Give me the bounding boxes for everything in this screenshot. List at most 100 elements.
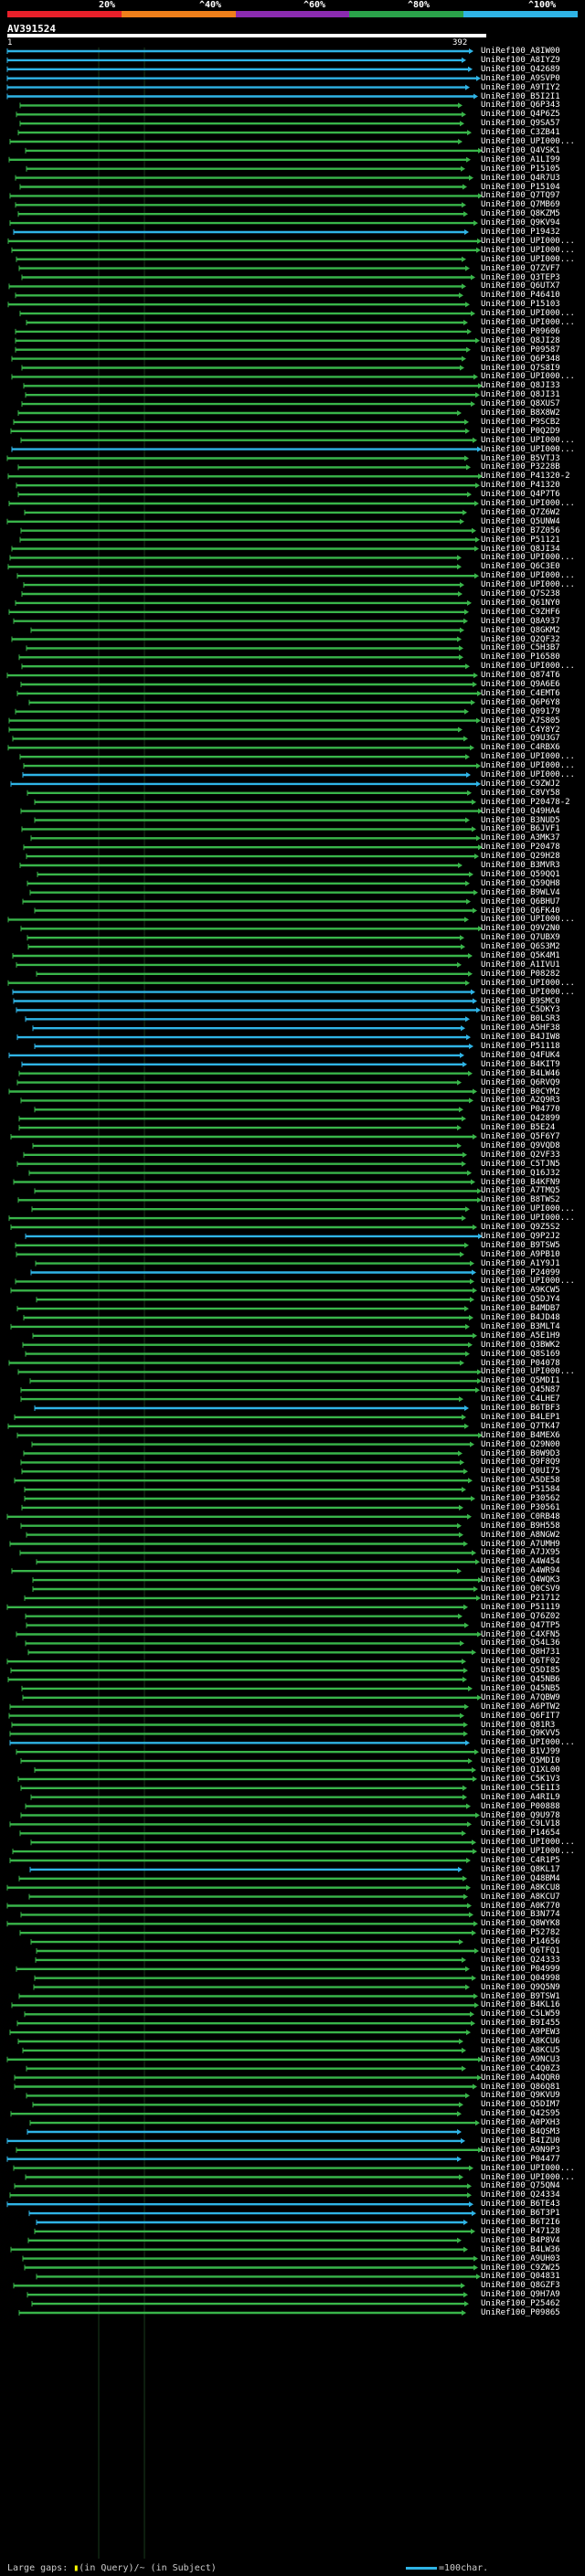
hit-label[interactable]: UniRef100_A4RIL9 bbox=[481, 1792, 560, 1802]
hit-label[interactable]: UniRef100_Q6BHU7 bbox=[481, 896, 560, 906]
hit-label[interactable]: UniRef100_Q24334 bbox=[481, 2190, 560, 2200]
hit-label[interactable]: UniRef100_Q8A937 bbox=[481, 616, 560, 626]
hit-label[interactable]: UniRef100_P30562 bbox=[481, 1494, 560, 1503]
hit-label[interactable]: UniRef100_Q9F8Q9 bbox=[481, 1458, 560, 1468]
hit-label[interactable]: UniRef100_UPI000... bbox=[481, 978, 575, 988]
hit-label[interactable]: UniRef100_Q6RVQ9 bbox=[481, 1077, 560, 1087]
hit-label[interactable]: UniRef100_P51584 bbox=[481, 1485, 560, 1495]
hit-label[interactable]: UniRef100_C4Q0Z3 bbox=[481, 2063, 560, 2073]
hit-label[interactable]: UniRef100_UPI000... bbox=[481, 137, 575, 146]
hit-label[interactable]: UniRef100_Q5DI85 bbox=[481, 1666, 560, 1676]
hit-label[interactable]: UniRef100_Q9Q5N9 bbox=[481, 1982, 560, 1992]
hit-label[interactable]: UniRef100_B4QSM3 bbox=[481, 2127, 560, 2136]
hit-label[interactable]: UniRef100_Q6FK40 bbox=[481, 906, 560, 916]
hit-label[interactable]: UniRef100_Q8GKM2 bbox=[481, 625, 560, 635]
hit-label[interactable]: UniRef100_Q8KZM5 bbox=[481, 209, 560, 219]
hit-label[interactable]: UniRef100_Q45NB5 bbox=[481, 1683, 560, 1693]
hit-label[interactable]: UniRef100_Q9U978 bbox=[481, 1810, 560, 1820]
hit-label[interactable]: UniRef100_Q4FUK4 bbox=[481, 1050, 560, 1060]
hit-label[interactable]: UniRef100_C4XFN5 bbox=[481, 1629, 560, 1639]
hit-label[interactable]: UniRef100_B4LW46 bbox=[481, 1068, 560, 1078]
hit-label[interactable]: UniRef100_C4RBX6 bbox=[481, 743, 560, 753]
hit-label[interactable]: UniRef100_Q7UBX9 bbox=[481, 933, 560, 943]
hit-label[interactable]: UniRef100_A5HF38 bbox=[481, 1023, 560, 1034]
hit-label[interactable]: UniRef100_B9TSW5 bbox=[481, 1240, 560, 1250]
hit-label[interactable]: UniRef100_Q9V2N0 bbox=[481, 924, 560, 934]
hit-label[interactable]: UniRef100_UPI000... bbox=[481, 444, 575, 454]
hit-label[interactable]: UniRef100_B0CYM2 bbox=[481, 1087, 560, 1097]
hit-label[interactable]: UniRef100_A9N9P3 bbox=[481, 2145, 560, 2155]
hit-label[interactable]: UniRef100_Q3TEP3 bbox=[481, 272, 560, 282]
hit-label[interactable]: UniRef100_Q5MDI0 bbox=[481, 1756, 560, 1766]
hit-label[interactable]: UniRef100_P16580 bbox=[481, 652, 560, 663]
hit-label[interactable]: UniRef100_Q5MDI1 bbox=[481, 1376, 560, 1386]
hit-label[interactable]: UniRef100_B4LW36 bbox=[481, 2244, 560, 2254]
hit-label[interactable]: UniRef100_UPI000... bbox=[481, 553, 575, 563]
hit-label[interactable]: UniRef100_Q59QQ1 bbox=[481, 869, 560, 879]
hit-label[interactable]: UniRef100_B9I455 bbox=[481, 2019, 560, 2029]
hit-label[interactable]: UniRef100_Q6P343 bbox=[481, 101, 560, 111]
hit-label[interactable]: UniRef100_UPI000... bbox=[481, 1214, 575, 1224]
hit-label[interactable]: UniRef100_B4P8V4 bbox=[481, 2235, 560, 2245]
hit-label[interactable]: UniRef100_P04078 bbox=[481, 1358, 560, 1368]
hit-label[interactable]: UniRef100_A4QQR0 bbox=[481, 2072, 560, 2083]
hit-label[interactable]: UniRef100_A8NGW2 bbox=[481, 1530, 560, 1540]
hit-label[interactable]: UniRef100_Q5DJY4 bbox=[481, 1295, 560, 1305]
hit-label[interactable]: UniRef100_A2Q9R3 bbox=[481, 1096, 560, 1106]
hit-label[interactable]: UniRef100_B4KL16 bbox=[481, 2000, 560, 2010]
hit-label[interactable]: UniRef100_Q45N87 bbox=[481, 1385, 560, 1395]
hit-label[interactable]: UniRef100_A5DE58 bbox=[481, 1476, 560, 1486]
hit-label[interactable]: UniRef100_A1IVU1 bbox=[481, 959, 560, 970]
hit-label[interactable]: UniRef100_A9KCW5 bbox=[481, 1286, 560, 1296]
hit-label[interactable]: UniRef100_Q2VF33 bbox=[481, 1150, 560, 1160]
hit-label[interactable]: UniRef100_A8KCU6 bbox=[481, 2037, 560, 2046]
hit-label[interactable]: UniRef100_C5E1I3 bbox=[481, 1783, 560, 1793]
hit-label[interactable]: UniRef100_B5I2I1 bbox=[481, 91, 560, 101]
hit-label[interactable]: UniRef100_UPI000... bbox=[481, 1204, 575, 1214]
hit-label[interactable]: UniRef100_UPI000... bbox=[481, 2172, 575, 2182]
hit-label[interactable]: UniRef100_P15105 bbox=[481, 164, 560, 174]
hit-label[interactable]: UniRef100_Q3BWK2 bbox=[481, 1340, 560, 1350]
hit-label[interactable]: UniRef100_Q1XL00 bbox=[481, 1765, 560, 1775]
hit-label[interactable]: UniRef100_B0W9D3 bbox=[481, 1448, 560, 1458]
hit-label[interactable]: UniRef100_Q16J32 bbox=[481, 1168, 560, 1178]
hit-label[interactable]: UniRef100_C9LV18 bbox=[481, 1819, 560, 1829]
hit-label[interactable]: UniRef100_B4KIT9 bbox=[481, 1059, 560, 1069]
hit-label[interactable]: UniRef100_Q4VSK1 bbox=[481, 145, 560, 155]
hit-label[interactable]: UniRef100_P51121 bbox=[481, 535, 560, 545]
hit-label[interactable]: UniRef100_UPI000... bbox=[481, 662, 575, 672]
hit-label[interactable]: UniRef100_C9ZWJ2 bbox=[481, 779, 560, 789]
hit-label[interactable]: UniRef100_A8KCU7 bbox=[481, 1892, 560, 1902]
hit-label[interactable]: UniRef100_B0LSR3 bbox=[481, 1014, 560, 1024]
hit-label[interactable]: UniRef100_Q29H28 bbox=[481, 852, 560, 862]
hit-label[interactable]: UniRef100_Q8WYK8 bbox=[481, 1919, 560, 1929]
hit-label[interactable]: UniRef100_Q6UTX7 bbox=[481, 281, 560, 292]
hit-label[interactable]: UniRef100_B6T2I6 bbox=[481, 2218, 560, 2227]
hit-label[interactable]: UniRef100_Q8XUS7 bbox=[481, 399, 560, 409]
hit-label[interactable]: UniRef100_P21712 bbox=[481, 1593, 560, 1603]
hit-label[interactable]: UniRef100_Q8S169 bbox=[481, 1349, 560, 1359]
hit-label[interactable]: UniRef100_A1LI99 bbox=[481, 154, 560, 164]
hit-label[interactable]: UniRef100_B6JVF1 bbox=[481, 824, 560, 834]
hit-label[interactable]: UniRef100_B4LEP1 bbox=[481, 1412, 560, 1422]
hit-label[interactable]: UniRef100_B5E24 bbox=[481, 1123, 556, 1133]
hit-label[interactable]: UniRef100_Q42899 bbox=[481, 1114, 560, 1124]
hit-label[interactable]: UniRef100_C5H3B7 bbox=[481, 643, 560, 653]
hit-label[interactable]: UniRef100_P51118 bbox=[481, 1042, 560, 1051]
hit-label[interactable]: UniRef100_P09587 bbox=[481, 345, 560, 355]
hit-label[interactable]: UniRef100_UPI000... bbox=[481, 761, 575, 771]
hit-label[interactable]: UniRef100_P25462 bbox=[481, 2299, 560, 2309]
hit-label[interactable]: UniRef100_B8X8W2 bbox=[481, 408, 560, 418]
hit-label[interactable]: UniRef100_P09865 bbox=[481, 2308, 560, 2317]
hit-label[interactable]: UniRef100_Q45NB6 bbox=[481, 1675, 560, 1684]
hit-label[interactable]: UniRef100_P19432 bbox=[481, 228, 560, 237]
hit-label[interactable]: UniRef100_Q76Z02 bbox=[481, 1611, 560, 1621]
hit-label[interactable]: UniRef100_B3NUD5 bbox=[481, 815, 560, 825]
hit-label[interactable]: UniRef100_Q9KVU9 bbox=[481, 2091, 560, 2101]
hit-label[interactable]: UniRef100_UPI000... bbox=[481, 1838, 575, 1848]
hit-label[interactable]: UniRef100_UPI000... bbox=[481, 254, 575, 264]
hit-label[interactable]: UniRef100_C5TJN5 bbox=[481, 1159, 560, 1169]
hit-label[interactable]: UniRef100_A0K770 bbox=[481, 1901, 560, 1911]
hit-label[interactable]: UniRef100_Q7Z6W2 bbox=[481, 507, 560, 517]
hit-label[interactable]: UniRef100_P04770 bbox=[481, 1105, 560, 1115]
